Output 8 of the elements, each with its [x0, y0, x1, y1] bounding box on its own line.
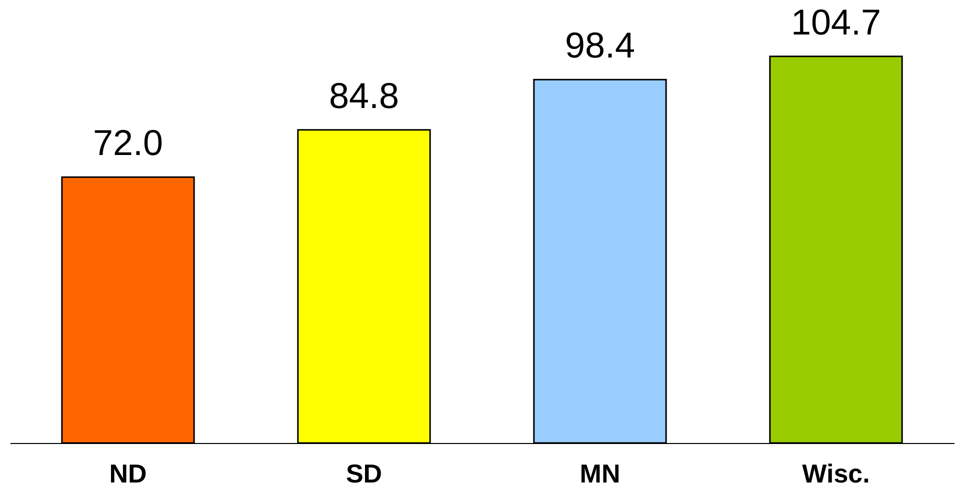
- data-label: 84.8: [328, 74, 400, 116]
- data-label: 72.0: [92, 122, 164, 164]
- x-tick-label: SD: [346, 458, 382, 488]
- data-label: 104.7: [790, 1, 882, 42]
- x-tick-label: ND: [109, 458, 147, 488]
- x-tick-label: MN: [580, 458, 620, 488]
- x-tick-label: Wisc.: [802, 458, 870, 488]
- data-label: 98.4: [564, 24, 636, 66]
